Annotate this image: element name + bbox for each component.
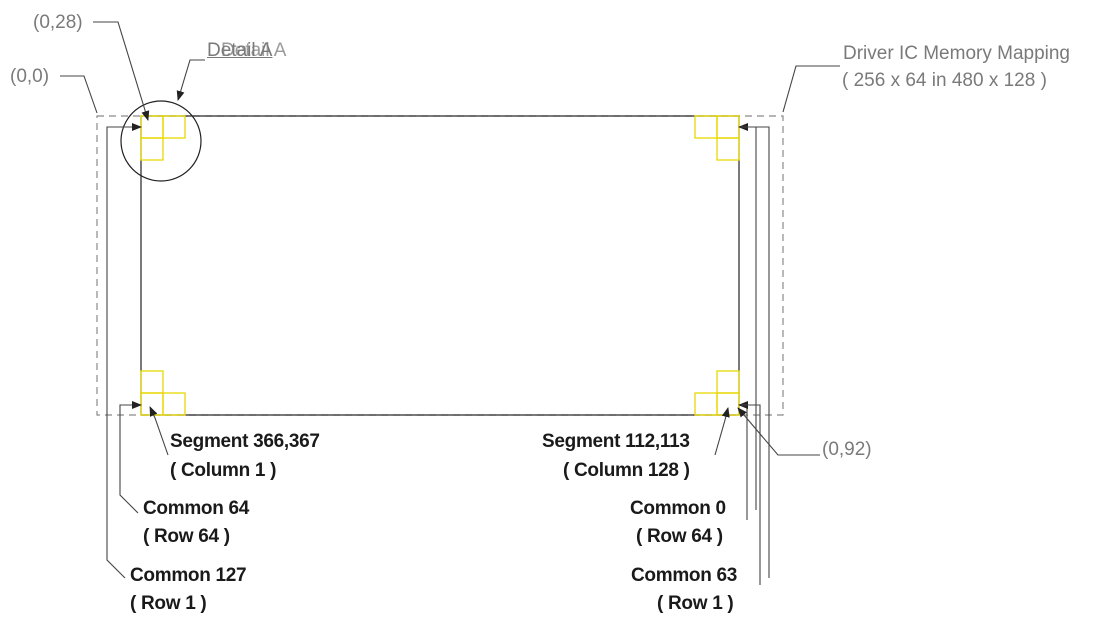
leader-segment-right (714, 407, 730, 456)
label-first-pixel: (0,28) (33, 12, 83, 33)
label-last-pixel: (0,92) (822, 439, 872, 460)
leader-last-pixel (737, 407, 820, 456)
label-common-0: Common 0 (630, 498, 726, 519)
label-segment-right: Segment 112,113 (542, 431, 690, 452)
pixel-boxes-top-right (694, 115, 740, 161)
pixel-boxes-bottom-left (140, 370, 186, 416)
label-segment-left: Segment 366,367 (170, 431, 320, 452)
leader-common-63-top (741, 126, 770, 578)
label-common-63: Common 63 (631, 565, 738, 586)
leader-origin (60, 75, 98, 114)
leader-detail-a (176, 59, 205, 101)
leader-common-64 (119, 401, 142, 514)
label-common-63-sub: ( Row 1 ) (657, 593, 734, 614)
label-common-127: Common 127 (130, 565, 247, 586)
leader-memory-mapping (782, 65, 840, 113)
label-common-0-sub: ( Row 64 ) (636, 526, 723, 547)
detail-a-overlap-text: Detail A (221, 40, 287, 61)
leader-common-0 (738, 401, 748, 520)
label-memory-mapping-size: ( 256 x 64 in 480 x 128 ) (842, 70, 1047, 91)
label-memory-mapping-title: Driver IC Memory Mapping (843, 43, 1070, 64)
memory-mapping-outline (96, 115, 784, 416)
label-origin: (0,0) (10, 66, 50, 87)
detail-a-circle (120, 100, 202, 182)
label-segment-left-sub: ( Column 1 ) (170, 460, 277, 481)
detail-a-text: Detail A (207, 40, 273, 61)
label-common-64: Common 64 (143, 498, 250, 519)
label-detail-a: Detail A Detail A (207, 40, 286, 61)
label-common-64-sub: ( Row 64 ) (143, 526, 230, 547)
pixel-boxes-bottom-right (694, 370, 740, 416)
leader-common-63 (741, 404, 761, 585)
leader-first-pixel (93, 21, 150, 121)
leader-segment-left (149, 406, 169, 456)
label-common-127-sub: ( Row 1 ) (130, 593, 207, 614)
label-segment-right-sub: ( Column 128 ) (563, 460, 690, 481)
leader-common-127 (106, 123, 142, 579)
pixel-boxes-top-left (140, 115, 186, 161)
active-area-outline (140, 115, 740, 416)
